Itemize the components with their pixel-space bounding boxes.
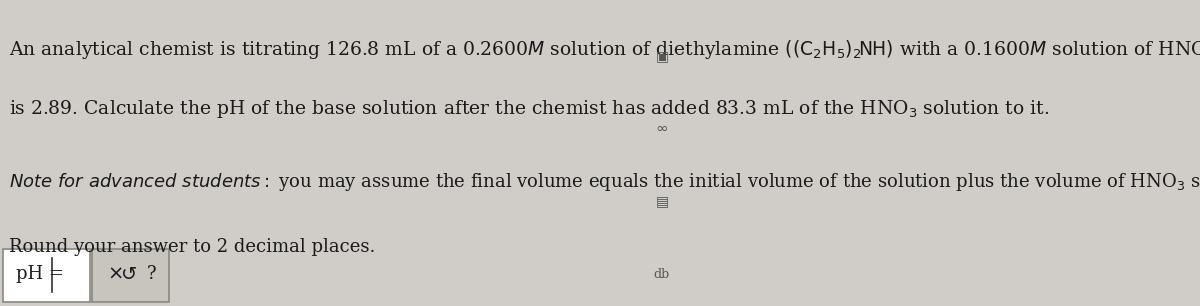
Text: db: db bbox=[653, 268, 670, 281]
Text: pH =: pH = bbox=[16, 265, 70, 283]
Text: An analytical chemist is titrating 126.8 mL of a 0.2600$M$ solution of diethylam: An analytical chemist is titrating 126.8… bbox=[10, 38, 1200, 61]
Text: ↺: ↺ bbox=[121, 265, 138, 284]
FancyBboxPatch shape bbox=[91, 248, 169, 302]
Text: $\it{Note\ for\ advanced\ students:}$ you may assume the final volume equals the: $\it{Note\ for\ advanced\ students:}$ yo… bbox=[10, 171, 1200, 193]
Text: ▤: ▤ bbox=[655, 195, 668, 208]
Text: ×: × bbox=[107, 265, 124, 284]
Text: Round your answer to 2 decimal places.: Round your answer to 2 decimal places. bbox=[10, 238, 376, 256]
Text: is 2.89. Calculate the pH of the base solution after the chemist has added 83.3 : is 2.89. Calculate the pH of the base so… bbox=[10, 99, 1050, 121]
Text: ?: ? bbox=[146, 265, 156, 283]
Text: ∞: ∞ bbox=[655, 121, 668, 136]
FancyBboxPatch shape bbox=[2, 248, 90, 302]
Text: ▣: ▣ bbox=[655, 49, 668, 63]
